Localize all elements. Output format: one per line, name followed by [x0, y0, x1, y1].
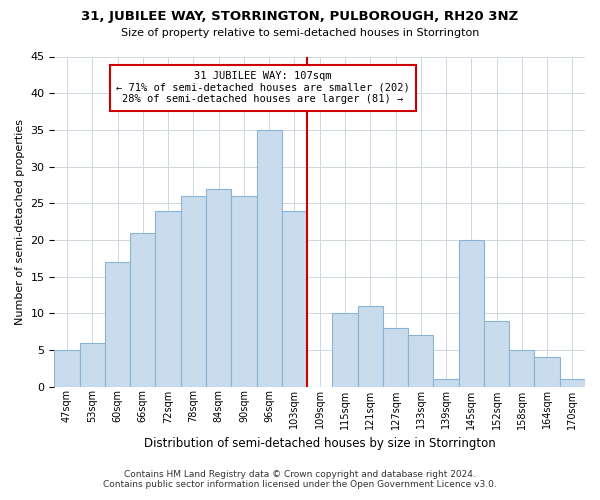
Text: 31 JUBILEE WAY: 107sqm
← 71% of semi-detached houses are smaller (202)
28% of se: 31 JUBILEE WAY: 107sqm ← 71% of semi-det…: [116, 71, 410, 104]
Bar: [282, 210, 307, 386]
Bar: [358, 306, 383, 386]
Bar: [408, 335, 433, 386]
Bar: [206, 188, 231, 386]
Bar: [105, 262, 130, 386]
Bar: [458, 240, 484, 386]
Bar: [383, 328, 408, 386]
Bar: [509, 350, 535, 387]
Bar: [332, 313, 358, 386]
Bar: [231, 196, 257, 386]
Bar: [535, 357, 560, 386]
Text: 31, JUBILEE WAY, STORRINGTON, PULBOROUGH, RH20 3NZ: 31, JUBILEE WAY, STORRINGTON, PULBOROUGH…: [82, 10, 518, 23]
Bar: [433, 379, 458, 386]
Bar: [181, 196, 206, 386]
Bar: [55, 350, 80, 387]
Bar: [80, 342, 105, 386]
Y-axis label: Number of semi-detached properties: Number of semi-detached properties: [15, 118, 25, 324]
X-axis label: Distribution of semi-detached houses by size in Storrington: Distribution of semi-detached houses by …: [144, 437, 496, 450]
Bar: [155, 210, 181, 386]
Text: Contains HM Land Registry data © Crown copyright and database right 2024.
Contai: Contains HM Land Registry data © Crown c…: [103, 470, 497, 489]
Bar: [130, 232, 155, 386]
Bar: [484, 320, 509, 386]
Bar: [257, 130, 282, 386]
Text: Size of property relative to semi-detached houses in Storrington: Size of property relative to semi-detach…: [121, 28, 479, 38]
Bar: [560, 379, 585, 386]
